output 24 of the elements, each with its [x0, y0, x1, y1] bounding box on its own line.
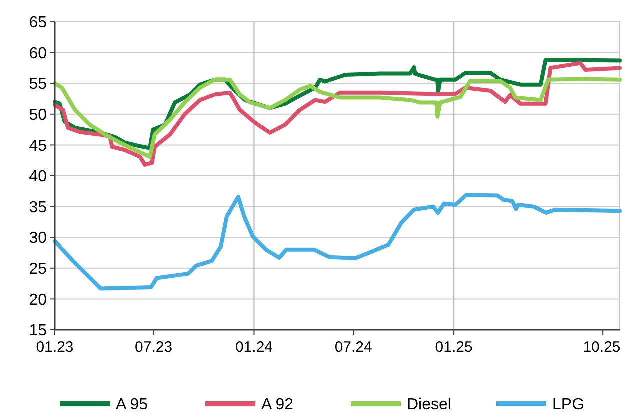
- y-tick-label: 55: [29, 76, 48, 94]
- x-tick-label: 01.25: [435, 339, 473, 356]
- legend-label: A 92: [262, 396, 294, 414]
- x-tick-label: 10.25: [583, 339, 621, 356]
- legend-label: A 95: [116, 396, 148, 414]
- x-tick-label: 01.24: [235, 339, 274, 356]
- y-tick-label: 40: [29, 168, 48, 186]
- legend-label: Diesel: [407, 396, 452, 414]
- y-tick-label: 30: [29, 230, 48, 248]
- y-tick-label: 45: [29, 138, 48, 155]
- line-series: [53, 193, 622, 291]
- y-tick-label: 35: [29, 199, 48, 216]
- line-series: [53, 77, 622, 159]
- line-series: [53, 61, 622, 167]
- y-tick-label: 20: [29, 292, 48, 309]
- legend-label: LPG: [552, 396, 585, 414]
- x-tick-label: 07.24: [334, 339, 372, 356]
- y-tick-label: 65: [29, 14, 48, 32]
- y-tick-label: 50: [29, 107, 48, 124]
- y-tick-label: 25: [29, 261, 48, 278]
- x-tick-label: 07.23: [135, 339, 173, 356]
- y-tick-label: 60: [29, 45, 48, 62]
- x-tick-label: 01.23: [36, 339, 74, 356]
- y-tick-label: 15: [29, 322, 48, 340]
